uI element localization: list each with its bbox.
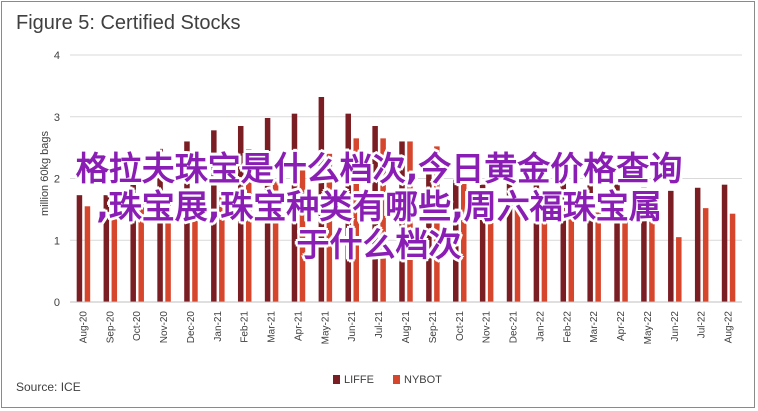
- bar-liffe-nov-20: [157, 148, 163, 302]
- bar-liffe-aug-21: [399, 141, 405, 302]
- bar-nybot-aug-22: [729, 213, 736, 302]
- y-tick-label: 3: [54, 112, 60, 124]
- bar-liffe-mar-21: [264, 117, 271, 302]
- x-tick-label: May-22: [643, 311, 654, 345]
- x-tick-label: Oct-21: [455, 311, 466, 341]
- bar-nybot-jan-21: [219, 190, 225, 302]
- bar-nybot-jun-22: [676, 237, 682, 302]
- bar-liffe-aug-22: [721, 184, 728, 302]
- x-tick-label: Feb-22: [562, 311, 573, 343]
- bar-nybot-sep-21: [434, 146, 440, 302]
- legend-label-nybot: NYBOT: [404, 374, 442, 386]
- bar-nybot-jan-22: [541, 197, 548, 302]
- y-tick-label: 2: [54, 174, 60, 186]
- x-tick-label: Mar-22: [589, 311, 600, 343]
- bar-nybot-dec-21: [514, 197, 521, 302]
- bar-nybot-aug-21: [407, 141, 413, 302]
- legend-label-liffe: LIFFE: [344, 374, 374, 386]
- x-tick-label: Mar-21: [267, 311, 278, 343]
- x-tick-label: Apr-21: [293, 311, 304, 341]
- x-tick-label: Jul-21: [374, 311, 385, 339]
- x-tick-label: Dec-21: [509, 311, 520, 344]
- y-axis-label: million 60kg bags: [39, 131, 51, 216]
- bar-liffe-jun-21: [345, 113, 351, 302]
- bar-nybot-feb-21: [245, 149, 252, 302]
- x-tick-label: Oct-20: [132, 311, 143, 341]
- x-tick-label: Sep-21: [428, 311, 439, 344]
- bar-liffe-jul-21: [372, 126, 378, 302]
- bar-nybot-mar-21: [272, 181, 279, 302]
- chart-title: Figure 5: Certified Stocks: [16, 12, 241, 34]
- bar-nybot-mar-22: [595, 212, 601, 302]
- bar-liffe-oct-21: [453, 179, 459, 302]
- x-tick-label: Aug-21: [401, 311, 412, 344]
- bar-nybot-aug-20: [84, 206, 91, 302]
- x-tick-label: Dec-20: [186, 311, 197, 344]
- bar-liffe-sep-20: [103, 195, 110, 302]
- bar-liffe-may-22: [641, 187, 647, 302]
- bar-liffe-mar-22: [587, 184, 593, 302]
- chart-source: Source: ICE: [16, 380, 81, 394]
- x-tick-label: Aug-22: [724, 311, 735, 344]
- bar-liffe-jan-22: [533, 179, 540, 302]
- x-tick-label: Jan-22: [535, 311, 546, 342]
- x-tick-label: Sep-20: [105, 311, 116, 344]
- bar-liffe-dec-20: [184, 141, 190, 302]
- bar-nybot-apr-22: [622, 215, 628, 302]
- y-tick-label: 1: [54, 235, 60, 247]
- x-tick-label: Jan-21: [213, 311, 224, 342]
- bar-liffe-nov-21: [479, 184, 486, 302]
- bar-nybot-dec-20: [192, 193, 198, 302]
- x-tick-label: Nov-20: [159, 311, 170, 344]
- bar-nybot-jun-21: [353, 138, 359, 302]
- bar-nybot-jul-21: [380, 138, 386, 302]
- x-tick-label: Jun-21: [347, 311, 358, 342]
- bar-nybot-nov-20: [165, 190, 171, 302]
- bar-liffe-aug-20: [76, 195, 83, 302]
- y-tick-label: 4: [54, 50, 60, 62]
- x-tick-label: Aug-20: [78, 311, 89, 344]
- bar-liffe-oct-20: [130, 173, 136, 302]
- bar-liffe-feb-21: [237, 126, 244, 302]
- bar-liffe-dec-21: [506, 179, 513, 302]
- x-tick-label: Jul-22: [697, 311, 708, 339]
- x-tick-label: Nov-21: [482, 311, 493, 344]
- bar-nybot-nov-21: [487, 190, 494, 302]
- bar-nybot-may-21: [326, 153, 333, 302]
- bar-liffe-jan-21: [211, 130, 217, 302]
- bar-liffe-jun-22: [668, 190, 674, 302]
- x-tick-label: Feb-21: [240, 311, 251, 343]
- legend-swatch-nybot: [393, 375, 400, 384]
- legend-swatch-liffe: [333, 375, 340, 384]
- x-tick-label: Jun-22: [670, 311, 681, 342]
- bar-nybot-apr-21: [299, 170, 306, 302]
- bar-liffe-apr-21: [291, 113, 298, 302]
- bar-nybot-jul-22: [702, 208, 709, 302]
- bar-liffe-feb-22: [560, 175, 567, 302]
- bar-liffe-sep-21: [426, 168, 432, 302]
- bar-liffe-apr-22: [614, 184, 620, 302]
- bar-nybot-oct-20: [138, 203, 144, 302]
- bar-nybot-may-22: [649, 221, 655, 302]
- x-tick-label: Apr-22: [616, 311, 627, 341]
- bar-nybot-feb-22: [568, 203, 575, 302]
- bar-nybot-sep-20: [111, 209, 118, 302]
- x-tick-label: May-21: [320, 311, 331, 345]
- bar-liffe-may-21: [318, 96, 325, 303]
- y-tick-label: 0: [54, 297, 60, 309]
- bar-liffe-jul-22: [694, 187, 701, 302]
- bar-nybot-oct-21: [461, 177, 467, 302]
